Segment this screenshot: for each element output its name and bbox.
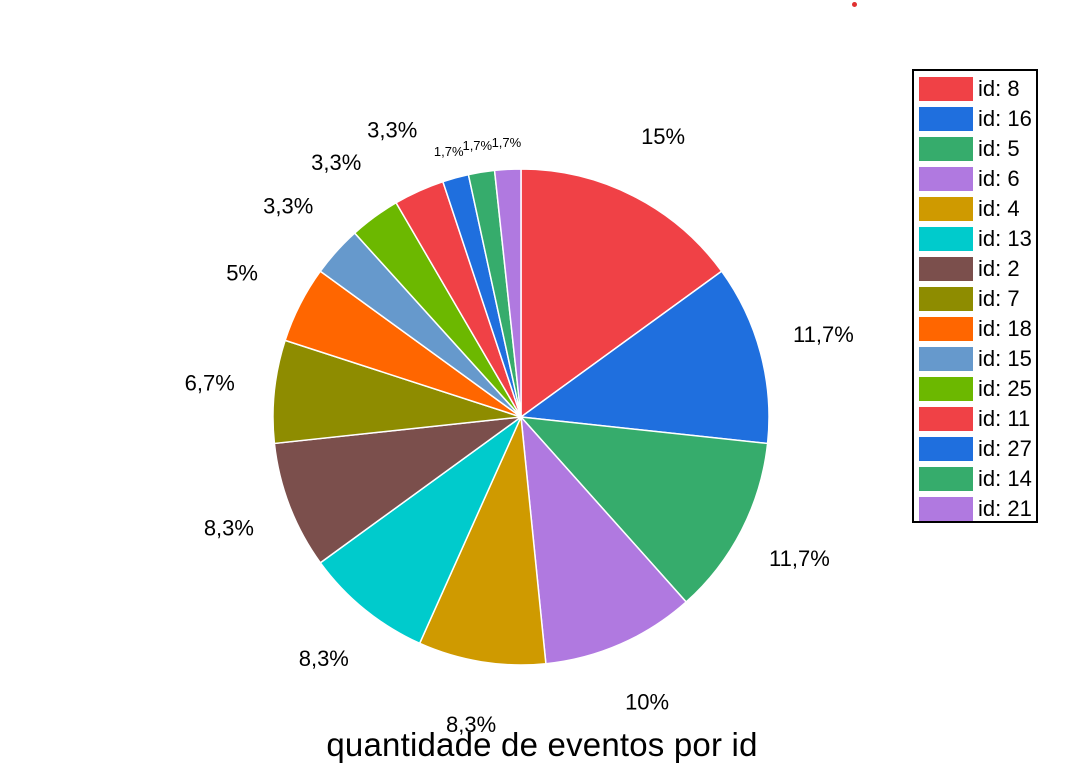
legend-label: id: 5: [978, 136, 1020, 161]
slice-label: 15%: [641, 124, 685, 149]
pie-slice-id-4: [418, 414, 547, 666]
legend-label: id: 27: [978, 436, 1032, 461]
pie-slice-id-2: [273, 415, 524, 564]
legend-swatch: [919, 77, 973, 101]
legend-label: id: 2: [978, 256, 1020, 281]
legend-item: id: 15: [914, 344, 1036, 374]
slice-label: 3,3%: [311, 150, 361, 175]
legend-item: id: 11: [914, 404, 1036, 434]
legend-label: id: 4: [978, 196, 1020, 221]
slice-label: 3,3%: [263, 194, 313, 219]
pie-slice-id-5: [519, 416, 769, 604]
legend-swatch: [919, 317, 973, 341]
slice-label: 1,7%: [434, 144, 464, 159]
pie-slice-id-16: [518, 270, 770, 445]
legend-label: id: 7: [978, 286, 1020, 311]
legend-swatch: [919, 347, 973, 371]
slice-label: 8,3%: [446, 712, 496, 737]
legend-item: id: 14: [914, 464, 1036, 494]
pie-slice-id-6: [520, 414, 688, 665]
legend-swatch: [919, 197, 973, 221]
legend-label: id: 15: [978, 346, 1032, 371]
legend-swatch: [919, 407, 973, 431]
legend-item: id: 7: [914, 284, 1036, 314]
legend-swatch: [919, 107, 973, 131]
legend-swatch: [919, 137, 973, 161]
slice-label: 8,3%: [204, 515, 254, 540]
stray-dot: [852, 2, 857, 7]
legend: id: 8 id: 16 id: 5 id: 6 id: 4 id: 13 id: 2 id:…: [912, 69, 1038, 523]
slice-label: 6,7%: [185, 370, 235, 395]
slice-label: 8,3%: [299, 646, 349, 671]
legend-swatch: [919, 467, 973, 491]
legend-swatch: [919, 497, 973, 521]
legend-item: id: 25: [914, 374, 1036, 404]
slice-label: 11,7%: [793, 322, 854, 347]
legend-item: id: 18: [914, 314, 1036, 344]
slice-label: 10%: [625, 689, 669, 714]
legend-label: id: 18: [978, 316, 1032, 341]
legend-label: id: 6: [978, 166, 1020, 191]
legend-label: id: 14: [978, 466, 1032, 491]
legend-label: id: 16: [978, 106, 1032, 131]
legend-item: id: 4: [914, 194, 1036, 224]
legend-item: id: 2: [914, 254, 1036, 284]
legend-label: id: 13: [978, 226, 1032, 251]
legend-item: id: 27: [914, 434, 1036, 464]
slice-label: 11,7%: [769, 546, 830, 571]
legend-item: id: 8: [914, 74, 1036, 104]
legend-label: id: 8: [978, 76, 1020, 101]
legend-label: id: 21: [978, 496, 1032, 521]
legend-label: id: 11: [978, 406, 1031, 431]
pie-slice-id-21: [493, 168, 522, 418]
pie-slice-id-13: [319, 414, 523, 645]
legend-swatch: [919, 227, 973, 251]
legend-item: id: 21: [914, 494, 1036, 524]
legend-swatch: [919, 437, 973, 461]
legend-label: id: 25: [978, 376, 1032, 401]
slice-label: 1,7%: [462, 138, 492, 153]
legend-swatch: [919, 287, 973, 311]
slice-label: 5%: [226, 261, 258, 286]
chart-title: quantidade de eventos por id: [326, 726, 758, 763]
legend-item: id: 6: [914, 164, 1036, 194]
legend-swatch: [919, 377, 973, 401]
legend-swatch: [919, 167, 973, 191]
legend-item: id: 13: [914, 224, 1036, 254]
pie-slice-id-8: [520, 168, 723, 419]
legend-swatch: [919, 257, 973, 281]
legend-item: id: 5: [914, 134, 1036, 164]
legend-item: id: 16: [914, 104, 1036, 134]
slice-label: 3,3%: [367, 118, 417, 143]
slice-label: 1,7%: [492, 135, 522, 150]
